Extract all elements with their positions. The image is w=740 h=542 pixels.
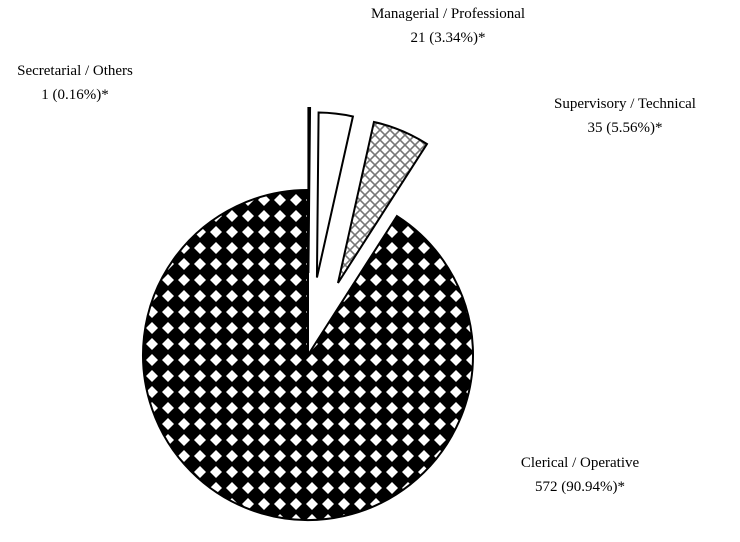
slice-value-label: 35 (5.56%)* — [588, 120, 663, 136]
slice-label: Supervisory / Technical — [554, 96, 696, 112]
slice-value-label: 1 (0.16%)* — [41, 87, 109, 103]
pie-slice — [142, 188, 474, 521]
pie-slice — [337, 120, 429, 284]
slice-value-label: 572 (90.94%)* — [535, 479, 625, 495]
pie-slice — [315, 111, 355, 278]
slice-value-label: 21 (3.34%)* — [411, 30, 486, 46]
pie-slice — [307, 107, 312, 274]
slice-label: Managerial / Professional — [371, 6, 525, 22]
slice-label: Clerical / Operative — [521, 455, 640, 471]
slice-label: Secretarial / Others — [17, 63, 133, 79]
